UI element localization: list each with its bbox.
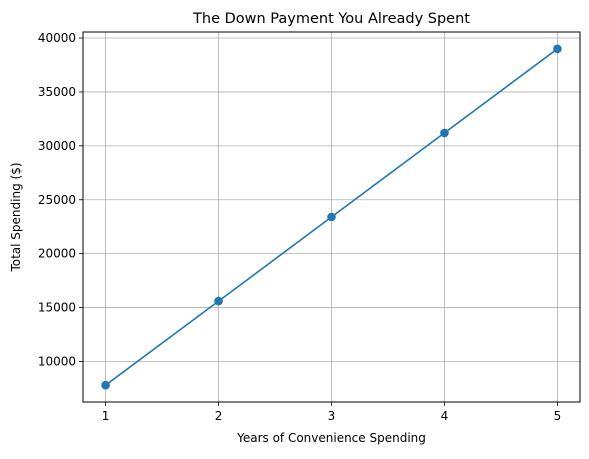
data-point-marker bbox=[101, 380, 110, 390]
y-tick-label: 10000 bbox=[38, 354, 76, 368]
tick-layer: 1 2 3 4 5 10000 15000 20000 25000 30000 35000 40000 bbox=[38, 31, 561, 423]
y-tick-label: 35000 bbox=[38, 85, 76, 99]
x-tick-label: 3 bbox=[328, 409, 336, 423]
y-tick-label: 30000 bbox=[38, 139, 76, 153]
series-layer bbox=[101, 44, 562, 390]
y-tick-label: 40000 bbox=[38, 31, 76, 45]
chart-title: The Down Payment You Already Spent bbox=[192, 11, 470, 27]
x-tick-label: 2 bbox=[215, 409, 223, 423]
x-tick-label: 4 bbox=[441, 409, 449, 423]
y-tick-label: 25000 bbox=[38, 193, 76, 207]
data-point-marker bbox=[214, 296, 223, 306]
y-axis-label: Total Spending ($) bbox=[9, 162, 23, 272]
x-axis-label: Years of Convenience Spending bbox=[236, 431, 426, 445]
grid-layer bbox=[83, 32, 580, 402]
y-tick-label: 15000 bbox=[38, 301, 76, 315]
x-tick-label: 5 bbox=[554, 409, 562, 423]
data-point-marker bbox=[440, 128, 449, 138]
data-point-marker bbox=[553, 44, 562, 54]
data-point-marker bbox=[327, 212, 336, 222]
y-tick-label: 20000 bbox=[38, 247, 76, 261]
x-tick-label: 1 bbox=[102, 409, 110, 423]
